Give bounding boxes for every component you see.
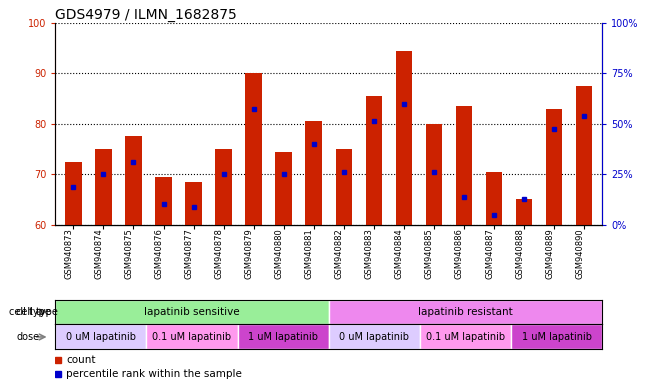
Text: lapatinib resistant: lapatinib resistant — [418, 307, 513, 317]
Text: GSM940881: GSM940881 — [305, 228, 314, 279]
Bar — [186, 182, 202, 225]
Bar — [511, 324, 602, 349]
Bar — [456, 106, 472, 225]
Text: 0 uM lapatinib: 0 uM lapatinib — [66, 332, 136, 342]
Text: GSM940877: GSM940877 — [184, 228, 193, 279]
Text: GSM940886: GSM940886 — [455, 228, 464, 279]
Text: cell type: cell type — [16, 307, 58, 317]
Text: 0.1 uM lapatinib: 0.1 uM lapatinib — [152, 332, 232, 342]
Text: GDS4979 / ILMN_1682875: GDS4979 / ILMN_1682875 — [55, 8, 237, 22]
Bar — [329, 324, 420, 349]
Bar — [396, 51, 412, 225]
Bar — [275, 152, 292, 225]
Text: cell type: cell type — [9, 307, 51, 317]
Text: GSM940882: GSM940882 — [335, 228, 344, 279]
Bar — [335, 149, 352, 225]
Text: GSM940875: GSM940875 — [124, 228, 133, 279]
Bar — [305, 121, 322, 225]
Text: GSM940888: GSM940888 — [515, 228, 524, 279]
Bar — [516, 199, 533, 225]
Text: 0 uM lapatinib: 0 uM lapatinib — [339, 332, 409, 342]
Text: GSM940880: GSM940880 — [275, 228, 284, 279]
Bar — [65, 162, 81, 225]
Bar — [366, 96, 382, 225]
Bar — [95, 149, 112, 225]
Text: dose: dose — [16, 332, 40, 342]
Text: GSM940885: GSM940885 — [425, 228, 434, 279]
Text: GSM940874: GSM940874 — [94, 228, 104, 279]
Bar — [55, 300, 329, 324]
Text: GSM940884: GSM940884 — [395, 228, 404, 279]
Bar — [546, 109, 562, 225]
Text: percentile rank within the sample: percentile rank within the sample — [66, 369, 242, 379]
Text: GSM940887: GSM940887 — [485, 228, 494, 279]
Text: GSM940883: GSM940883 — [365, 228, 374, 279]
Bar — [55, 324, 146, 349]
Text: GSM940889: GSM940889 — [545, 228, 554, 279]
Text: GSM940879: GSM940879 — [245, 228, 254, 279]
Bar — [238, 324, 329, 349]
Text: GSM940873: GSM940873 — [64, 228, 74, 279]
Bar — [486, 172, 503, 225]
Bar — [215, 149, 232, 225]
Text: GSM940890: GSM940890 — [575, 228, 584, 279]
Text: GSM940876: GSM940876 — [154, 228, 163, 279]
Bar — [426, 124, 442, 225]
Text: GSM940878: GSM940878 — [215, 228, 223, 279]
Text: lapatinib sensitive: lapatinib sensitive — [145, 307, 240, 317]
Text: count: count — [66, 356, 96, 366]
Bar — [155, 177, 172, 225]
Bar — [329, 300, 602, 324]
Bar — [125, 136, 142, 225]
Text: 0.1 uM lapatinib: 0.1 uM lapatinib — [426, 332, 505, 342]
Bar — [146, 324, 238, 349]
Bar — [576, 86, 592, 225]
Bar — [420, 324, 511, 349]
Text: 1 uM lapatinib: 1 uM lapatinib — [248, 332, 318, 342]
Text: 1 uM lapatinib: 1 uM lapatinib — [521, 332, 592, 342]
Bar — [245, 73, 262, 225]
